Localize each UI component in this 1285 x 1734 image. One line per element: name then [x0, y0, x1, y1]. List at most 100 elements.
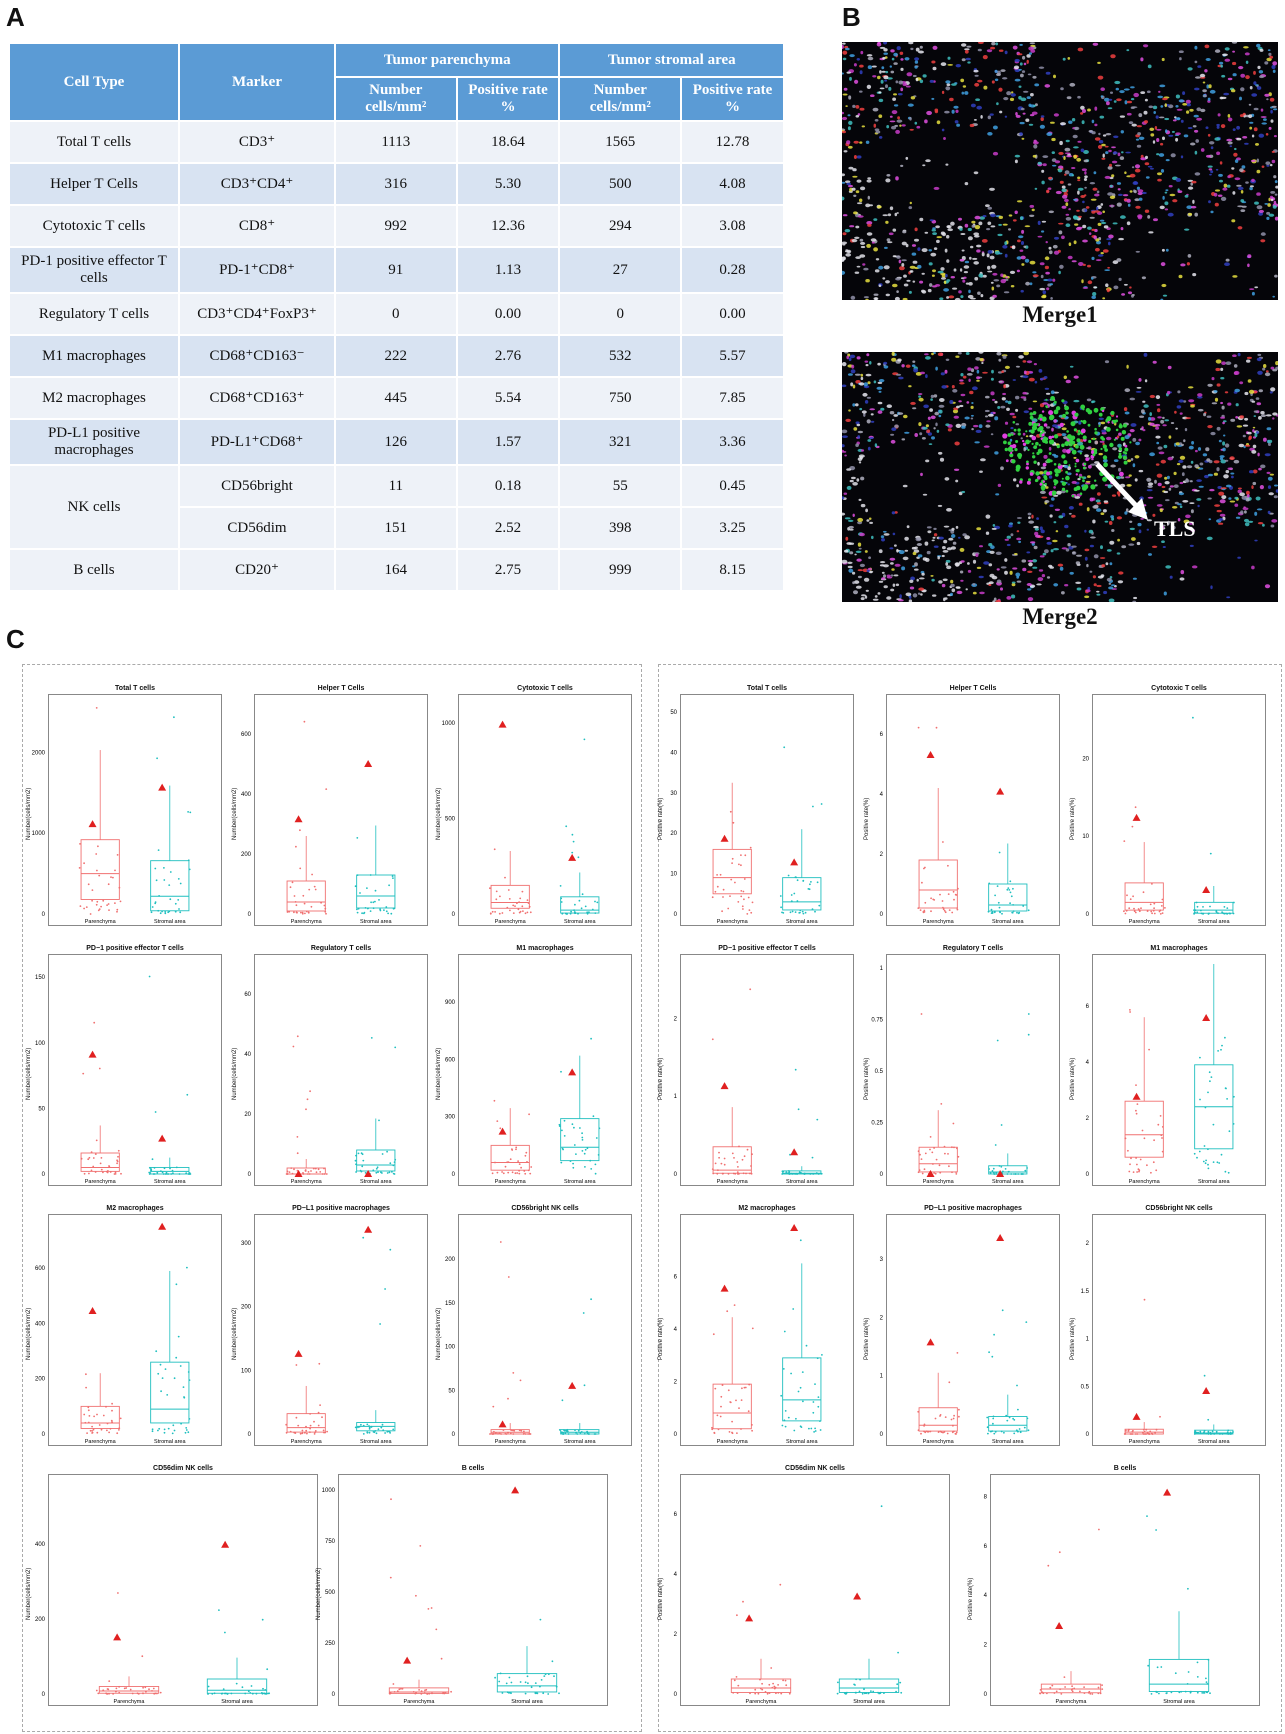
data-point [154, 1692, 157, 1695]
cell-dot [883, 52, 888, 55]
data-point [1098, 1528, 1100, 1531]
data-point [781, 1424, 784, 1427]
data-point [535, 1692, 538, 1695]
data-point [299, 867, 302, 870]
data-point [1205, 1432, 1208, 1435]
cell-dot [990, 391, 995, 396]
cell-dot [1162, 294, 1168, 297]
data-point [1196, 1661, 1199, 1664]
data-point [362, 1433, 365, 1435]
cell-dot [904, 57, 910, 61]
cell-dot [1096, 206, 1099, 211]
data-point [574, 911, 576, 914]
cell-dot [1186, 465, 1193, 469]
data-point [141, 1655, 144, 1658]
cell-dot [1221, 74, 1226, 78]
data-point [151, 1428, 154, 1431]
cell-dot [1077, 176, 1081, 180]
y-tick-label: 1 [1086, 1337, 1090, 1343]
data-point [522, 910, 524, 912]
cell-dot [960, 373, 964, 377]
cell-dot [1006, 407, 1010, 411]
data-point [747, 1410, 750, 1413]
cell-dot [873, 297, 879, 300]
data-point [285, 1173, 288, 1175]
tls-cell-dot [1118, 454, 1123, 459]
data-point [1219, 1433, 1221, 1435]
cell-dot [938, 451, 943, 455]
cell-dot [1046, 132, 1053, 136]
data-point [584, 905, 587, 908]
cell-dot [1022, 90, 1029, 93]
cell-dot [1015, 423, 1020, 426]
data-point [174, 902, 177, 905]
cell-dot [850, 369, 856, 374]
cell-dot [1091, 131, 1096, 135]
cell-dot [977, 291, 981, 295]
data-point [741, 1158, 744, 1161]
cell-dot [959, 268, 963, 272]
cell-dot [1012, 567, 1018, 570]
cell-dot [1106, 549, 1112, 552]
box-stromal [560, 896, 600, 914]
cell-dot [1244, 518, 1249, 523]
cell-dot [945, 273, 948, 278]
data-point [368, 1431, 371, 1434]
cell-dot [925, 459, 930, 463]
cell-dot [1241, 495, 1247, 500]
y-tick-label: 500 [325, 1590, 336, 1596]
data-point [1129, 1163, 1131, 1166]
table-cell-p-num: 126 [334, 418, 458, 466]
plot-title: Regulatory T cells [310, 945, 372, 952]
cell-dot [963, 271, 968, 274]
cell-dot [1147, 496, 1154, 499]
data-point [314, 1167, 317, 1170]
cell-dot [919, 79, 924, 84]
cell-dot [1116, 552, 1121, 555]
cell-dot [1084, 186, 1087, 189]
cell-dot [1272, 205, 1277, 209]
data-point [106, 1688, 109, 1690]
data-point [137, 1693, 140, 1695]
cell-dot [1168, 487, 1172, 491]
cell-dot [975, 429, 982, 433]
tls-cell-dot [1107, 421, 1110, 424]
data-point [370, 1426, 373, 1428]
cell-dot [1124, 511, 1128, 515]
data-point [518, 901, 520, 904]
data-point [593, 1433, 596, 1435]
data-point [174, 910, 177, 913]
data-point [1193, 909, 1195, 911]
data-point [303, 902, 306, 905]
cell-dot [1165, 499, 1170, 502]
data-point [940, 1431, 943, 1433]
data-point [495, 890, 498, 893]
data-point [819, 1429, 822, 1431]
cell-dot [924, 353, 929, 356]
cell-dot [1088, 529, 1094, 534]
cell-dot [847, 565, 853, 569]
data-point [1136, 1163, 1138, 1166]
data-point [382, 1429, 385, 1432]
cell-dot [1267, 203, 1271, 207]
cell-dot [1098, 140, 1104, 144]
box-parenchyma [730, 1678, 792, 1693]
cell-dot [951, 588, 956, 593]
data-point [426, 1693, 429, 1695]
data-point [931, 1151, 934, 1154]
data-point [1203, 1429, 1206, 1432]
data-point [1016, 1430, 1019, 1432]
mean-marker [1132, 1092, 1141, 1100]
data-point [751, 1424, 753, 1426]
data-point [515, 1148, 517, 1151]
y-tick-label: 0.25 [871, 1121, 883, 1127]
data-point [1016, 1384, 1018, 1387]
data-point [326, 1430, 328, 1433]
cell-dot [1112, 447, 1118, 451]
data-point [1202, 1160, 1205, 1163]
cell-dot [1213, 472, 1218, 476]
data-point [1079, 1690, 1081, 1693]
tls-cell-dot [1044, 440, 1048, 444]
data-point [357, 1426, 359, 1429]
cell-dot [1082, 200, 1085, 204]
